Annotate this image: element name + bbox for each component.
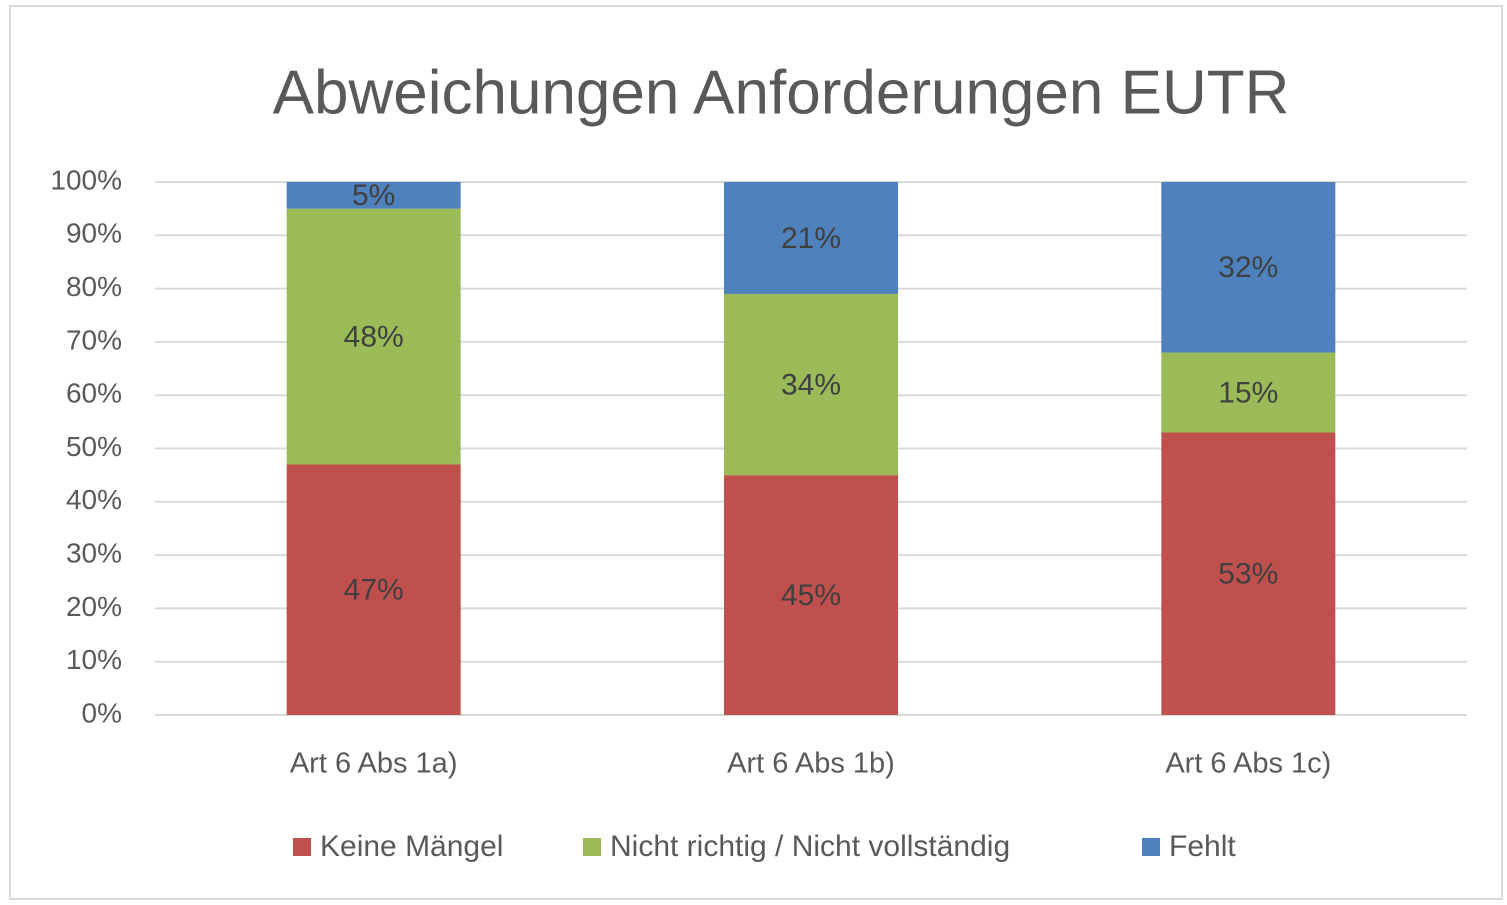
y-tick-label: 10% bbox=[66, 644, 122, 675]
bar-segment bbox=[724, 475, 898, 715]
bar-segment bbox=[724, 293, 898, 476]
bar-segment bbox=[286, 208, 461, 465]
bar-segment bbox=[724, 182, 898, 294]
bar-segment bbox=[286, 182, 461, 209]
bar-segment bbox=[1161, 182, 1336, 353]
bar-segment bbox=[1161, 432, 1336, 715]
y-tick-label: 100% bbox=[50, 164, 122, 195]
y-tick-label: 50% bbox=[66, 431, 122, 462]
legend-label: Fehlt bbox=[1169, 830, 1236, 863]
y-tick-label: 30% bbox=[66, 537, 122, 568]
bar-segment bbox=[1161, 352, 1336, 433]
x-tick-label: Art 6 Abs 1c) bbox=[1165, 748, 1331, 780]
legend-label: Nicht richtig / Nicht vollständig bbox=[610, 830, 1010, 863]
y-tick-label: 0% bbox=[82, 697, 122, 728]
legend-label: Keine Mängel bbox=[320, 830, 503, 863]
y-tick-label: 20% bbox=[66, 591, 122, 622]
x-tick-label: Art 6 Abs 1b) bbox=[727, 748, 895, 780]
legend-swatch bbox=[293, 838, 311, 856]
y-tick-label: 80% bbox=[66, 271, 122, 302]
data-label: 5% bbox=[352, 179, 395, 212]
chart-title: Abweichungen Anforderungen EUTR bbox=[273, 58, 1290, 127]
data-label: 21% bbox=[781, 222, 841, 255]
y-tick-label: 40% bbox=[66, 484, 122, 515]
y-tick-label: 90% bbox=[66, 218, 122, 249]
data-label: 15% bbox=[1218, 376, 1278, 409]
data-label: 32% bbox=[1218, 251, 1278, 284]
data-label: 45% bbox=[781, 579, 841, 612]
data-label: 53% bbox=[1218, 558, 1278, 591]
data-label: 34% bbox=[781, 368, 841, 401]
x-tick-label: Art 6 Abs 1a) bbox=[290, 748, 458, 780]
y-tick-label: 70% bbox=[66, 324, 122, 355]
y-tick-label: 60% bbox=[66, 378, 122, 409]
bar-segment bbox=[286, 464, 461, 715]
legend-swatch bbox=[583, 838, 601, 856]
data-label: 47% bbox=[344, 574, 404, 607]
data-label: 48% bbox=[344, 320, 404, 353]
legend-swatch bbox=[1142, 838, 1160, 856]
